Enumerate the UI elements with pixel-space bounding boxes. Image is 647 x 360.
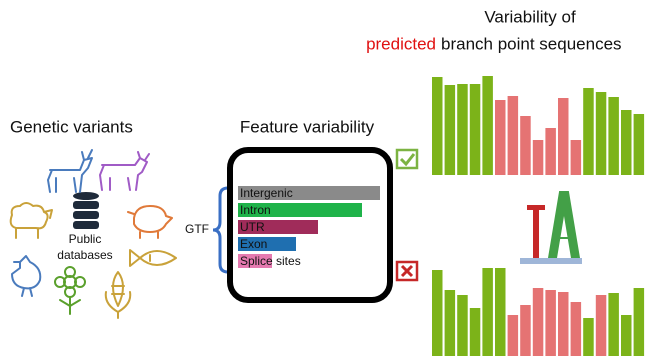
- bar: [533, 288, 544, 356]
- bar: [520, 116, 531, 175]
- panel-title: Genetic variants: [10, 117, 133, 136]
- goat-icon: [48, 150, 92, 192]
- gtf-label: GTF: [185, 222, 209, 236]
- bar: [545, 128, 556, 175]
- bar: [634, 288, 645, 356]
- bar: [571, 140, 582, 175]
- bar: [457, 295, 468, 356]
- feature-label: Splice sites: [240, 254, 301, 268]
- database-label: Public: [69, 232, 102, 246]
- chicken-icon: [12, 256, 40, 296]
- bar: [596, 295, 607, 356]
- fish-icon: [130, 250, 176, 266]
- cross-box: [397, 262, 417, 280]
- corn-icon: [106, 272, 131, 318]
- bar: [508, 96, 518, 175]
- bar: [545, 290, 556, 356]
- bar: [445, 290, 456, 356]
- database-label: databases: [57, 248, 112, 262]
- bar: [470, 308, 481, 356]
- figure: Variability of predicted branch point se…: [0, 0, 647, 360]
- brace: [213, 188, 228, 272]
- title-line: Variability of: [484, 7, 576, 26]
- bar: [583, 318, 594, 356]
- bar: [445, 85, 456, 175]
- bar: [470, 84, 481, 175]
- bar: [621, 315, 632, 356]
- panel-title: Feature variability: [240, 117, 375, 136]
- bar: [495, 268, 506, 356]
- pig-icon: [128, 206, 172, 238]
- bar: [482, 76, 493, 175]
- bar: [571, 302, 582, 356]
- feature-label: Exon: [240, 237, 267, 251]
- bar: [583, 88, 594, 175]
- feature-label: UTR: [240, 220, 265, 234]
- feature-label: Intergenic: [240, 186, 293, 200]
- bar: [558, 98, 569, 175]
- bar: [495, 100, 506, 175]
- bar: [432, 270, 443, 356]
- bar: [482, 268, 493, 356]
- sheep-icon: [11, 203, 52, 238]
- bar: [432, 77, 443, 175]
- bar: [608, 97, 619, 175]
- bar: [508, 315, 518, 356]
- bar: [558, 292, 569, 356]
- title-highlight: predicted: [366, 34, 436, 53]
- database-icon: [73, 192, 99, 229]
- bar: [608, 293, 619, 356]
- check-box: [397, 150, 417, 168]
- sequence-logo: [520, 192, 582, 264]
- bar: [596, 92, 607, 175]
- bar: [621, 110, 632, 175]
- bar: [533, 140, 544, 175]
- title-line: branch point sequences: [441, 34, 622, 53]
- bar: [520, 305, 531, 356]
- flower-icon: [55, 267, 85, 314]
- bar: [634, 114, 645, 175]
- cow-icon: [100, 152, 149, 190]
- bar: [457, 84, 468, 175]
- feature-label: Intron: [240, 203, 271, 217]
